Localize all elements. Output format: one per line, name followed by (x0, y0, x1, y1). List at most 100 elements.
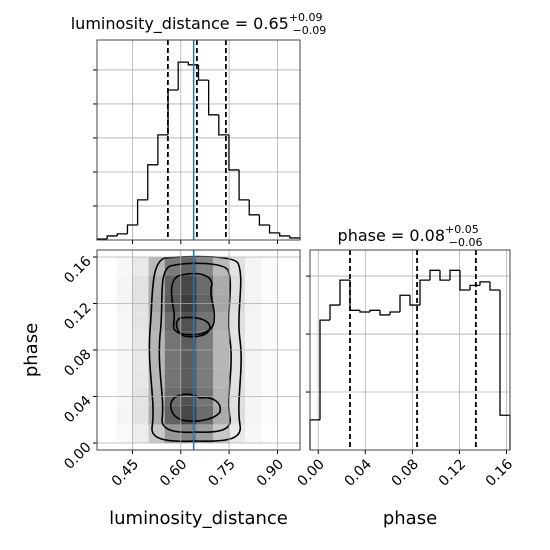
hist-step (399, 294, 410, 313)
contour (169, 393, 222, 422)
density-cell (132, 312, 149, 332)
density-cell (261, 256, 278, 276)
x-tick-label: 0.04 (342, 456, 375, 489)
density-cell (132, 424, 149, 444)
hist-step (349, 280, 360, 311)
hist-step (489, 281, 500, 291)
panel-title: luminosity_distance = 0.65+0.09 −0.09 (71, 11, 327, 37)
y-tick-label: 0.00 (61, 439, 94, 472)
panel-frame (96, 249, 301, 451)
density-cell (213, 405, 230, 425)
x-tick-label: 0.90 (254, 456, 287, 489)
density-cell (213, 275, 230, 295)
density-cell (229, 331, 246, 350)
density-cell (164, 350, 181, 369)
x-tick-label: 0.45 (109, 456, 142, 489)
density-cell (180, 256, 197, 276)
density-cell (213, 331, 230, 350)
hist-step (106, 235, 118, 239)
density-cell (245, 275, 262, 295)
density-cell (245, 424, 262, 444)
density-cell (245, 368, 262, 388)
density-cell (261, 350, 278, 369)
x-tick-label: 0.00 (295, 456, 328, 489)
density-cell (229, 275, 246, 295)
density-cell (245, 331, 262, 350)
hist-step (279, 232, 290, 237)
x-tick-label: 0.16 (483, 456, 516, 489)
density-cell (196, 350, 213, 369)
density-cell (164, 368, 181, 388)
density-cell (148, 350, 165, 369)
hist-step (339, 279, 350, 306)
hist-step (329, 304, 340, 321)
density-cell (261, 331, 278, 350)
density-cell (180, 312, 197, 332)
x-axis-label: luminosity_distance (109, 508, 288, 529)
density-cell (245, 312, 262, 332)
density-cell (116, 312, 133, 332)
hist-step (167, 89, 179, 135)
hist-step (208, 80, 219, 116)
density-cell (116, 350, 133, 369)
hist-step (289, 235, 301, 240)
density-cell (196, 424, 213, 444)
x-tick-label: 0.75 (205, 456, 238, 489)
density-cell (261, 368, 278, 388)
title-main: luminosity_distance = 0.65 (71, 14, 289, 34)
hist-step (419, 279, 430, 306)
contour (158, 262, 232, 434)
density-cell (116, 368, 133, 388)
density-cell (164, 405, 181, 425)
hist-step (197, 64, 209, 81)
panel-title: phase = 0.08+0.05 −0.06 (338, 223, 483, 249)
hist-step (126, 224, 138, 234)
density-cell (245, 350, 262, 369)
hist-step (248, 199, 260, 216)
y-tick-label: 0.12 (61, 300, 94, 333)
density-cell (213, 312, 230, 332)
density-cell (132, 331, 149, 350)
hist-step (258, 214, 270, 226)
density-cell (180, 275, 197, 295)
density-cell (245, 256, 262, 276)
density-cell (164, 256, 181, 276)
hist-step (409, 295, 420, 306)
y-tick-label: 0.04 (61, 393, 94, 426)
density-cell (261, 312, 278, 332)
x-tick-label: 0.08 (389, 456, 422, 489)
hist-step (218, 114, 229, 136)
density-cell (229, 368, 246, 388)
density-cell (213, 368, 230, 388)
density-cell (180, 350, 197, 369)
density-cell (261, 405, 278, 425)
hist-step (238, 169, 250, 201)
hist-step (147, 164, 158, 200)
x-tick-label: 0.60 (157, 456, 190, 489)
hist-step (379, 310, 390, 316)
y-tick-label: 0.08 (61, 346, 94, 379)
hist-step (228, 134, 240, 171)
density-cell (213, 350, 230, 369)
title-sup: +0.09 (289, 11, 323, 24)
density-cell (116, 424, 133, 444)
contour-layer (148, 255, 242, 443)
hist-step (268, 225, 280, 234)
hist-step (116, 233, 128, 236)
density-cell (180, 424, 197, 444)
density-cell (148, 424, 165, 444)
hist-step (369, 309, 380, 313)
contour (170, 272, 216, 336)
density-cell (245, 405, 262, 425)
y-tick-label: 0.16 (61, 253, 94, 286)
density-cell (164, 331, 181, 350)
hist-step (359, 310, 370, 313)
x-axis-label: phase (383, 508, 437, 529)
density-cell (261, 275, 278, 295)
density-cell (148, 331, 165, 350)
hist-step (157, 134, 169, 165)
density-cell (229, 405, 246, 425)
density-cell (196, 275, 213, 295)
density-cell (196, 312, 213, 332)
